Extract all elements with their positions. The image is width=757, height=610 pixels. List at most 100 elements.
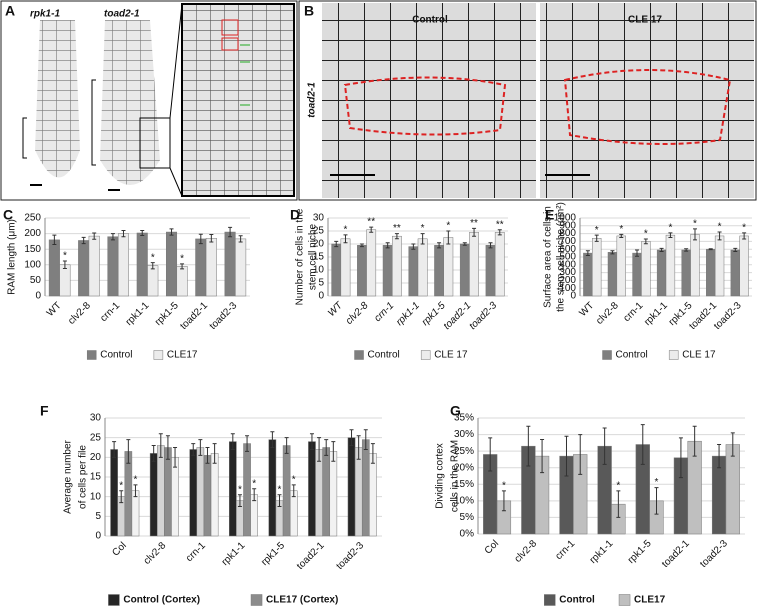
micrograph-label: CLE 17: [628, 15, 662, 26]
x-tick-label: crn-1: [553, 538, 577, 562]
legend-swatch: [86, 350, 97, 360]
bar: [48, 239, 60, 297]
legend-swatch: [420, 350, 431, 360]
error-bar: [385, 242, 390, 249]
bar: [417, 238, 428, 297]
significance: *: [292, 475, 296, 486]
error-bar: [594, 234, 599, 242]
error-bar: [446, 230, 451, 245]
significance: *: [238, 484, 242, 495]
y-axis-label: the stem cell niche (μm²): [556, 202, 567, 312]
bar: [156, 445, 165, 537]
y-axis-label: of cells per file: [78, 445, 89, 509]
y-tick-label: 20%: [454, 462, 474, 473]
bar: [656, 249, 667, 297]
bar: [235, 238, 247, 297]
x-tick-label: rpk1-5: [626, 538, 654, 566]
bar: [189, 449, 198, 537]
bar: [632, 252, 642, 297]
significance: *: [619, 224, 623, 235]
bar: [88, 235, 100, 297]
bar: [665, 234, 676, 297]
bar: [196, 447, 205, 537]
error-bar: [212, 443, 217, 464]
panel-label: G: [450, 403, 461, 419]
legend-swatch: [618, 594, 631, 606]
error-bar: [356, 435, 361, 460]
y-tick-label: 0: [95, 531, 101, 542]
legend-label: CLE17: [634, 595, 666, 606]
y-tick-label: 10: [313, 265, 325, 276]
x-tick-label: crn-1: [184, 540, 208, 564]
error-bar: [180, 263, 185, 270]
error-bar: [564, 435, 569, 477]
y-tick-label: 25%: [454, 446, 474, 457]
error-bar: [173, 447, 178, 468]
y-tick-label: 150: [24, 244, 41, 255]
error-bar: [578, 434, 583, 475]
bar: [459, 243, 470, 297]
bar: [583, 252, 593, 297]
legend-swatch: [250, 594, 263, 606]
legend-label: CLE17 (Cortex): [266, 595, 338, 606]
bar: [366, 229, 377, 297]
y-tick-label: 30: [313, 213, 325, 224]
error-bar: [370, 443, 375, 464]
y-tick-label: 100: [24, 259, 41, 270]
y-axis-label: Number of cells in the: [295, 208, 306, 305]
error-bar: [619, 233, 624, 238]
bar: [165, 231, 178, 297]
x-tick-label: toad2-3: [712, 300, 744, 332]
bar: [131, 490, 140, 537]
panel-label: C: [3, 207, 13, 223]
legend-swatch: [153, 350, 164, 360]
error-bar: [110, 233, 115, 241]
bar: [308, 441, 316, 537]
micrograph-a: [0, 0, 298, 201]
error-bar: [497, 229, 502, 236]
error-bar: [635, 249, 640, 257]
bar: [124, 451, 133, 537]
significance: *: [344, 225, 348, 236]
bar: [149, 453, 158, 537]
bar: [408, 246, 419, 297]
error-bar: [349, 429, 354, 447]
bar: [171, 457, 179, 537]
y-tick-label: 20: [90, 452, 102, 463]
error-bar: [462, 242, 467, 246]
x-tick-label: clv2-8: [66, 300, 93, 327]
x-tick-label: crn-1: [98, 300, 122, 324]
error-bar: [437, 242, 442, 249]
x-tick-label: toad2-1: [295, 540, 327, 572]
panel-label: D: [290, 207, 300, 223]
y-axis-label: stem cell niche: [308, 223, 319, 290]
significance: **: [496, 219, 504, 230]
significance: *: [668, 222, 672, 233]
x-tick-label: rpk1-1: [220, 540, 248, 568]
y-tick-label: 800: [559, 228, 576, 239]
x-tick-label: toad2-3: [467, 300, 499, 332]
error-bar: [654, 487, 659, 515]
error-bar: [643, 238, 648, 245]
significance: *: [446, 221, 450, 232]
bar: [739, 235, 749, 297]
error-bar: [488, 242, 493, 249]
y-tick-label: 15%: [454, 479, 474, 490]
error-bar: [205, 447, 210, 464]
error-bar: [151, 445, 156, 462]
error-bar: [334, 240, 339, 248]
bar: [203, 455, 212, 537]
x-tick-label: clv2-8: [344, 300, 371, 327]
bar: [224, 231, 236, 297]
error-bar: [165, 435, 170, 460]
bar: [59, 264, 71, 297]
micrograph-label: rpk1-1: [30, 9, 60, 20]
error-bar: [150, 262, 155, 270]
x-tick-label: rpk1-1: [588, 538, 616, 566]
y-tick-label: 25: [90, 432, 102, 443]
y-tick-label: 5: [95, 511, 101, 522]
bar: [164, 447, 172, 537]
error-bar: [158, 433, 163, 458]
error-bar: [363, 429, 368, 450]
bar: [690, 234, 700, 297]
